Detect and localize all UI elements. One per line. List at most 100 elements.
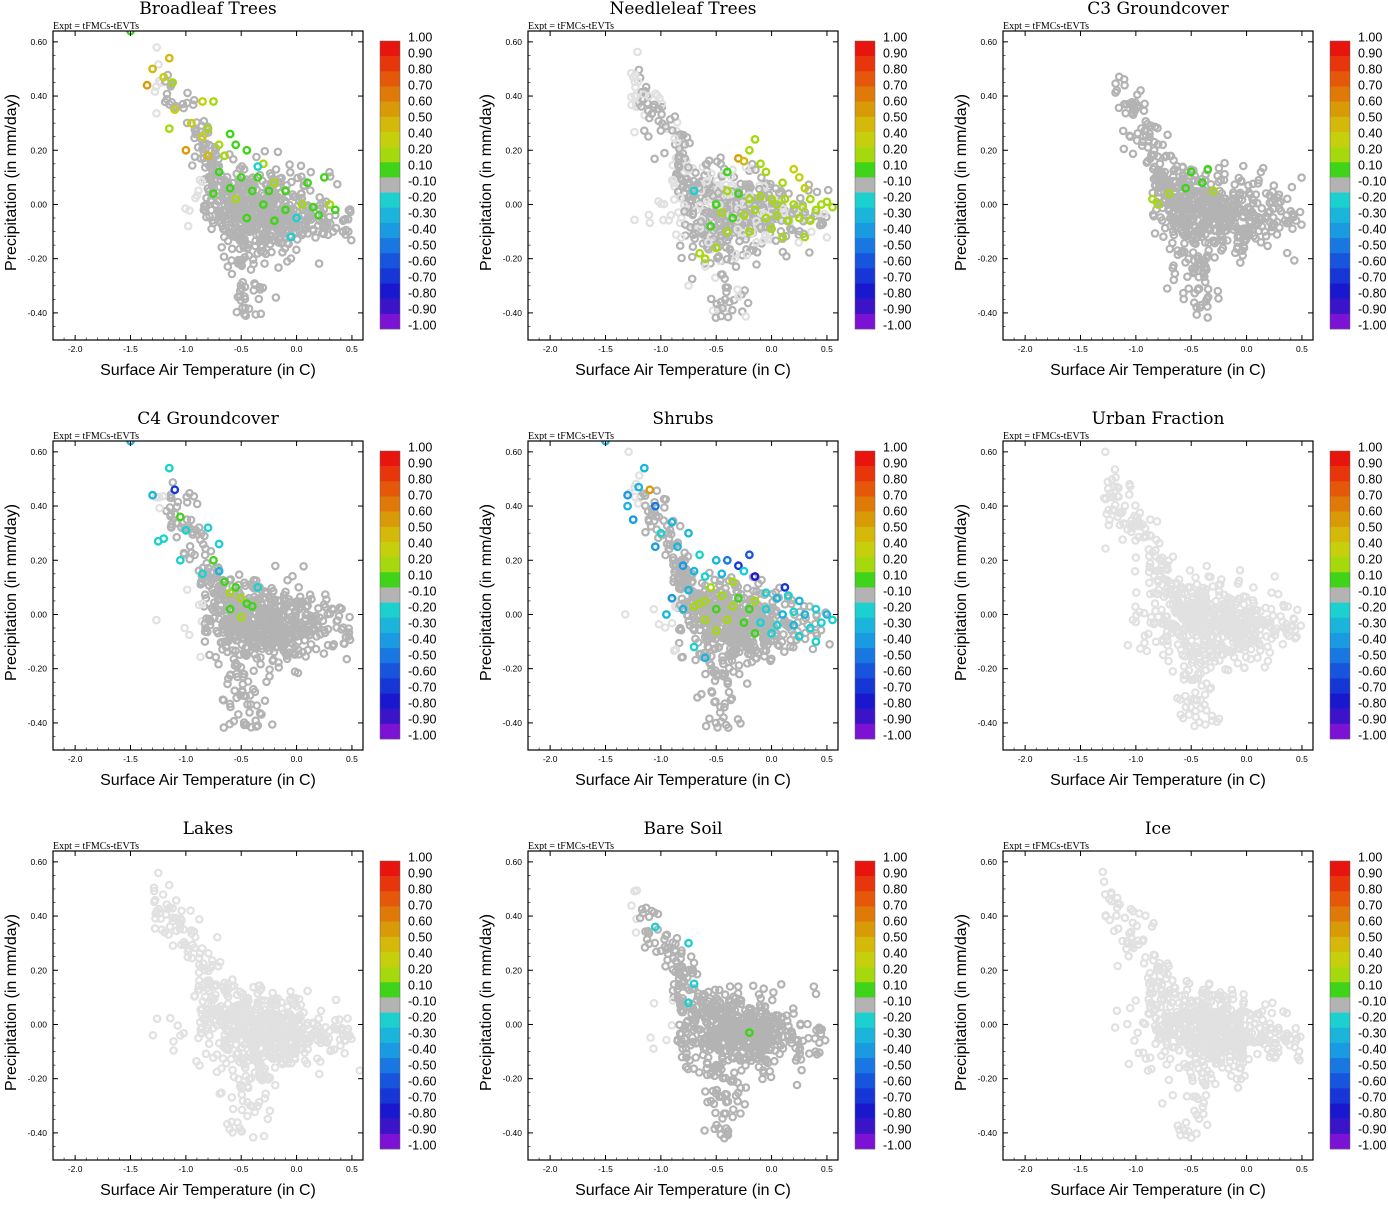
- x-tick-label: -0.5: [234, 344, 249, 354]
- neutral-point: [288, 255, 294, 261]
- highlight-point: [221, 153, 227, 159]
- neutral-point: [273, 294, 279, 300]
- background-point: [678, 215, 684, 221]
- background-point: [1237, 567, 1243, 573]
- background-point: [197, 654, 203, 660]
- neutral-point: [1181, 296, 1187, 302]
- colorbar-label: 0.50: [1358, 111, 1382, 125]
- background-point: [1193, 708, 1199, 714]
- neutral-point: [736, 671, 742, 677]
- colorbar-label: -0.50: [883, 649, 912, 663]
- colorbar-swatch: [1330, 253, 1350, 268]
- highlight-point: [332, 207, 338, 213]
- background-point: [1243, 654, 1249, 660]
- neutral-point: [189, 162, 195, 168]
- neutral-point: [658, 127, 664, 133]
- background-point: [753, 239, 759, 245]
- neutral-point: [234, 309, 240, 315]
- y-axis-label: Precipitation (in mm/day): [478, 504, 495, 681]
- neutral-point: [275, 264, 281, 270]
- colorbar-swatch: [380, 253, 400, 268]
- colorbar-label: 0.70: [1358, 79, 1382, 93]
- x-tick-label: -1.0: [1129, 344, 1144, 354]
- background-point: [646, 93, 652, 99]
- neutral-point: [187, 556, 193, 562]
- colorbar-swatch: [380, 663, 400, 678]
- background-point: [1294, 607, 1300, 613]
- colorbar-label: -0.80: [408, 697, 437, 711]
- neutral-point: [317, 194, 323, 200]
- neutral-point: [262, 698, 268, 704]
- chart-title: C4 Groundcover: [137, 409, 279, 429]
- background-point: [710, 308, 716, 314]
- colorbar-swatch: [855, 117, 875, 132]
- colorbar-label: 0.90: [883, 47, 907, 61]
- colorbar-swatch: [855, 41, 875, 56]
- highlight-point: [166, 465, 172, 471]
- background-point: [628, 102, 634, 108]
- colorbar-label: -0.20: [883, 191, 912, 205]
- neutral-point: [706, 716, 712, 722]
- colorbar-swatch: [380, 117, 400, 132]
- neutral-point: [1215, 288, 1221, 294]
- colorbar-swatch: [855, 542, 875, 557]
- colorbar-label: -0.70: [408, 681, 437, 695]
- x-axis-label: Surface Air Temperature (in C): [100, 772, 316, 789]
- highlight-point: [735, 563, 741, 569]
- colorbar-label: 0.20: [883, 553, 907, 567]
- neutral-point: [1263, 233, 1269, 239]
- neutral-point: [253, 154, 259, 160]
- colorbar-swatch: [1330, 177, 1350, 192]
- neutral-point: [1162, 225, 1168, 231]
- y-tick-label: 0.20: [30, 145, 47, 155]
- colorbar-swatch: [380, 238, 400, 253]
- colorbar-label: -1.00: [883, 729, 912, 743]
- colorbar-swatch: [1330, 268, 1350, 283]
- y-tick-label: -0.40: [978, 308, 998, 318]
- highlight-point: [807, 196, 813, 202]
- neutral-point: [232, 688, 238, 694]
- colorbar-swatch: [855, 253, 875, 268]
- colorbar-swatch: [380, 162, 400, 177]
- background-point: [1268, 589, 1274, 595]
- neutral-point: [1204, 303, 1210, 309]
- colorbar: 1.000.900.800.700.600.500.400.200.10-0.1…: [855, 441, 912, 743]
- neutral-point: [1194, 311, 1200, 317]
- highlight-point: [624, 503, 630, 509]
- neutral-point: [284, 577, 290, 583]
- x-tick-label: 0.0: [291, 754, 303, 764]
- background-point: [1165, 658, 1171, 664]
- y-tick-label: 0.60: [30, 37, 47, 47]
- chart-title: Needleleaf Trees: [609, 0, 756, 19]
- neutral-point: [279, 249, 285, 255]
- colorbar-label: -0.50: [1358, 239, 1387, 253]
- neutral-point: [651, 518, 657, 524]
- colorbar-label: 0.90: [883, 457, 907, 471]
- neutral-point: [262, 148, 268, 154]
- background-point: [708, 170, 714, 176]
- colorbar-swatch: [855, 147, 875, 162]
- background-point: [685, 283, 691, 289]
- highlight-point: [807, 218, 813, 224]
- highlight-point: [813, 606, 819, 612]
- colorbar-label: -0.60: [883, 255, 912, 269]
- highlight-point: [696, 250, 702, 256]
- colorbar-swatch: [1330, 193, 1350, 208]
- colorbar-swatch: [1330, 162, 1350, 177]
- highlight-point: [713, 557, 719, 563]
- colorbar-label: 0.60: [1358, 95, 1382, 109]
- colorbar-swatch: [380, 481, 400, 496]
- colorbar-label: 0.20: [408, 143, 432, 157]
- neutral-point: [190, 102, 196, 108]
- highlight-point: [652, 544, 658, 550]
- neutral-point: [1164, 132, 1170, 138]
- neutral-point: [272, 563, 278, 569]
- neutral-point: [236, 572, 242, 578]
- neutral-point: [780, 249, 786, 255]
- colorbar-swatch: [1330, 117, 1350, 132]
- colorbar-label: -0.40: [883, 633, 912, 647]
- neutral-point: [661, 504, 667, 510]
- highlight-point: [691, 644, 697, 650]
